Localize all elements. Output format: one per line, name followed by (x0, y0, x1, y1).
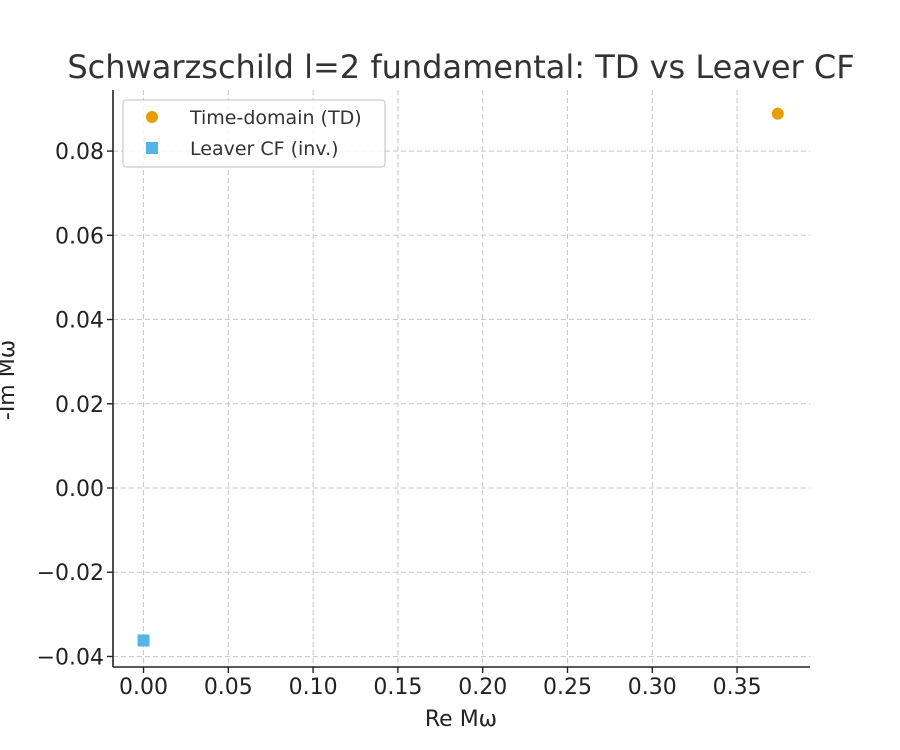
legend-marker-leaver (146, 142, 158, 154)
x-tick-label: 0.20 (458, 675, 507, 700)
legend-label-td: Time-domain (TD) (189, 107, 362, 129)
x-tick-label: 0.25 (543, 675, 592, 700)
x-tick-label: 0.05 (204, 675, 253, 700)
y-axis-label: -Im Mω (0, 340, 20, 420)
y-axis-ticks: −0.04 −0.02 0.00 0.02 0.04 0.06 0.08 (37, 140, 113, 670)
axes (112, 90, 810, 668)
y-tick-label: 0.04 (55, 309, 104, 334)
y-tick-label: 0.02 (55, 393, 104, 418)
y-tick-label: 0.08 (55, 140, 104, 165)
legend: Time-domain (TD) Leaver CF (inv.) (122, 99, 386, 168)
y-tick-label: 0.06 (55, 224, 104, 249)
legend-box (122, 99, 386, 168)
y-tick-label: −0.04 (37, 645, 104, 670)
y-tick-label: −0.02 (37, 561, 104, 586)
x-tick-label: 0.10 (289, 675, 338, 700)
x-axis-ticks: 0.00 0.05 0.10 0.15 0.20 0.25 0.30 0.35 (119, 667, 762, 700)
legend-label-leaver: Leaver CF (inv.) (190, 138, 339, 160)
y-tick-label: 0.00 (55, 477, 104, 502)
x-tick-label: 0.15 (373, 675, 422, 700)
chart-title: Schwarzschild l=2 fundamental: TD vs Lea… (67, 48, 854, 86)
x-tick-label: 0.35 (713, 675, 762, 700)
data-point-leaver-cf (137, 634, 150, 647)
x-axis-label: Re Mω (425, 707, 497, 732)
data-point-time-domain (771, 107, 784, 120)
legend-marker-td (146, 111, 158, 123)
data-points (137, 107, 784, 647)
grid-lines (113, 90, 810, 667)
x-tick-label: 0.00 (119, 675, 168, 700)
x-tick-label: 0.30 (628, 675, 677, 700)
